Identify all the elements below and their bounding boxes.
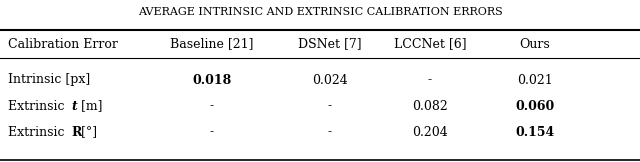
Text: DSNet [7]: DSNet [7]	[298, 37, 362, 51]
Text: 0.154: 0.154	[515, 126, 555, 139]
Text: Extrinsic: Extrinsic	[8, 99, 68, 112]
Text: -: -	[210, 126, 214, 139]
Text: 0.018: 0.018	[193, 74, 232, 87]
Text: -: -	[328, 126, 332, 139]
Text: AVERAGE INTRINSIC AND EXTRINSIC CALIBRATION ERRORS: AVERAGE INTRINSIC AND EXTRINSIC CALIBRAT…	[138, 7, 502, 17]
Text: Extrinsic: Extrinsic	[8, 126, 68, 139]
Text: Ours: Ours	[520, 37, 550, 51]
Text: [°]: [°]	[77, 126, 97, 139]
Text: 0.024: 0.024	[312, 74, 348, 87]
Text: Calibration Error: Calibration Error	[8, 37, 118, 51]
Text: R: R	[71, 126, 81, 139]
Text: 0.082: 0.082	[412, 99, 448, 112]
Text: 0.060: 0.060	[515, 99, 555, 112]
Text: Intrinsic [px]: Intrinsic [px]	[8, 74, 90, 87]
Text: t: t	[71, 99, 77, 112]
Text: LCCNet [6]: LCCNet [6]	[394, 37, 467, 51]
Text: [m]: [m]	[77, 99, 103, 112]
Text: -: -	[328, 99, 332, 112]
Text: -: -	[210, 99, 214, 112]
Text: 0.021: 0.021	[517, 74, 553, 87]
Text: Baseline [21]: Baseline [21]	[170, 37, 253, 51]
Text: 0.204: 0.204	[412, 126, 448, 139]
Text: -: -	[428, 74, 432, 87]
